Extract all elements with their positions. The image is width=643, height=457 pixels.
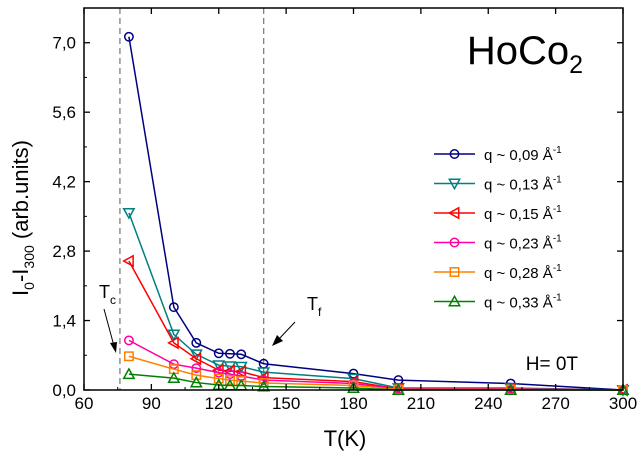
x-tick-label: 90: [142, 394, 161, 413]
x-tick-label: 150: [272, 394, 300, 413]
data-point: [191, 370, 202, 381]
legend-marker: [448, 294, 461, 307]
series-group: [122, 31, 630, 397]
x-tick-label: 300: [609, 394, 637, 413]
y-title-sub0: 0: [21, 282, 37, 290]
data-point: [122, 207, 136, 220]
x-tick-label: 60: [75, 394, 94, 413]
tf-arrow-head: [272, 335, 283, 346]
legend-marker: [449, 237, 460, 248]
tc-arrow-shaft: [103, 308, 115, 347]
series-1: [123, 31, 628, 395]
y-title-units: (arb.units): [8, 140, 33, 245]
y-tick-label: 5,6: [52, 103, 76, 122]
legend: q ~ 0,09 Å-1 q ~ 0,13 Å-1 q ~ 0,15 Å-1 q ~ …: [434, 145, 562, 312]
data-point: [123, 335, 134, 346]
data-point: [213, 367, 224, 378]
data-point: [167, 336, 179, 350]
data-point: [225, 348, 235, 359]
tf-arrow-shaft: [277, 321, 296, 341]
legend-label: q ~ 0,28 Å-1: [484, 263, 562, 282]
legend-marker: [449, 267, 460, 277]
data-point: [347, 373, 360, 386]
legend-marker: [448, 178, 461, 191]
data-point: [225, 369, 235, 380]
tc-label: Tc: [99, 282, 116, 307]
data-point: [348, 368, 359, 379]
y-tick-label: 7,0: [52, 34, 76, 53]
y-tick-label: 0,0: [52, 381, 76, 400]
y-title-minus-i: -I: [8, 269, 33, 282]
legend-label: q ~ 0,09 Å-1: [484, 145, 562, 164]
y-title-i0: I: [8, 290, 33, 296]
tc-arrow-head: [110, 342, 117, 353]
legend-label: q ~ 0,15 Å-1: [484, 204, 562, 223]
legend-label: q ~ 0,33 Å-1: [484, 293, 562, 312]
x-tick-label: 240: [474, 394, 502, 413]
data-point: [189, 375, 203, 388]
x-tick-label: 120: [205, 394, 233, 413]
series-line: [128, 36, 624, 391]
y-axis-title: I0-I300 (arb.units): [8, 140, 37, 296]
chart-title: HoCo2: [467, 29, 583, 79]
data-point: [167, 329, 181, 342]
y-title-sub300: 300: [21, 245, 37, 269]
legend-marker: [449, 149, 460, 159]
data-point: [167, 371, 181, 384]
transition-lines: [119, 8, 265, 390]
x-axis-title: T(K): [324, 426, 367, 451]
data-point: [191, 337, 202, 348]
y-tick-label: 2,8: [52, 242, 76, 261]
data-point: [123, 351, 134, 362]
field-annotation: H= 0T: [526, 354, 579, 375]
y-tick-label: 4,2: [52, 173, 76, 192]
legend-label: q ~ 0,13 Å-1: [484, 175, 562, 194]
x-tick-label: 180: [339, 394, 367, 413]
data-point: [122, 254, 134, 268]
data-point: [225, 375, 235, 386]
legend-label: q ~ 0,23 Å-1: [484, 234, 562, 253]
data-point: [347, 381, 360, 393]
x-tick-label: 270: [541, 394, 569, 413]
data-point: [213, 373, 224, 384]
tf-label: Tf: [307, 294, 322, 319]
data-point: [191, 363, 202, 374]
chart-title-sub: 2: [569, 51, 583, 79]
data-point: [168, 302, 179, 313]
data-point: [122, 367, 136, 380]
data-point: [236, 349, 247, 360]
data-point: [213, 348, 224, 359]
series-line: [128, 212, 624, 391]
chart-title-base: HoCo: [467, 29, 569, 73]
x-tick-label: 210: [407, 394, 435, 413]
legend-marker: [447, 206, 460, 220]
data-point: [234, 365, 247, 379]
axis-ticks: 60 90 120 150 180 210 240 270 300 0,0 1,4 2,8 4,2 5,6…: [52, 8, 637, 413]
data-point: [123, 31, 134, 42]
data-point: [189, 352, 202, 366]
annotations: Tc Tf H= 0T: [99, 282, 578, 375]
y-tick-label: 1,4: [52, 312, 76, 331]
